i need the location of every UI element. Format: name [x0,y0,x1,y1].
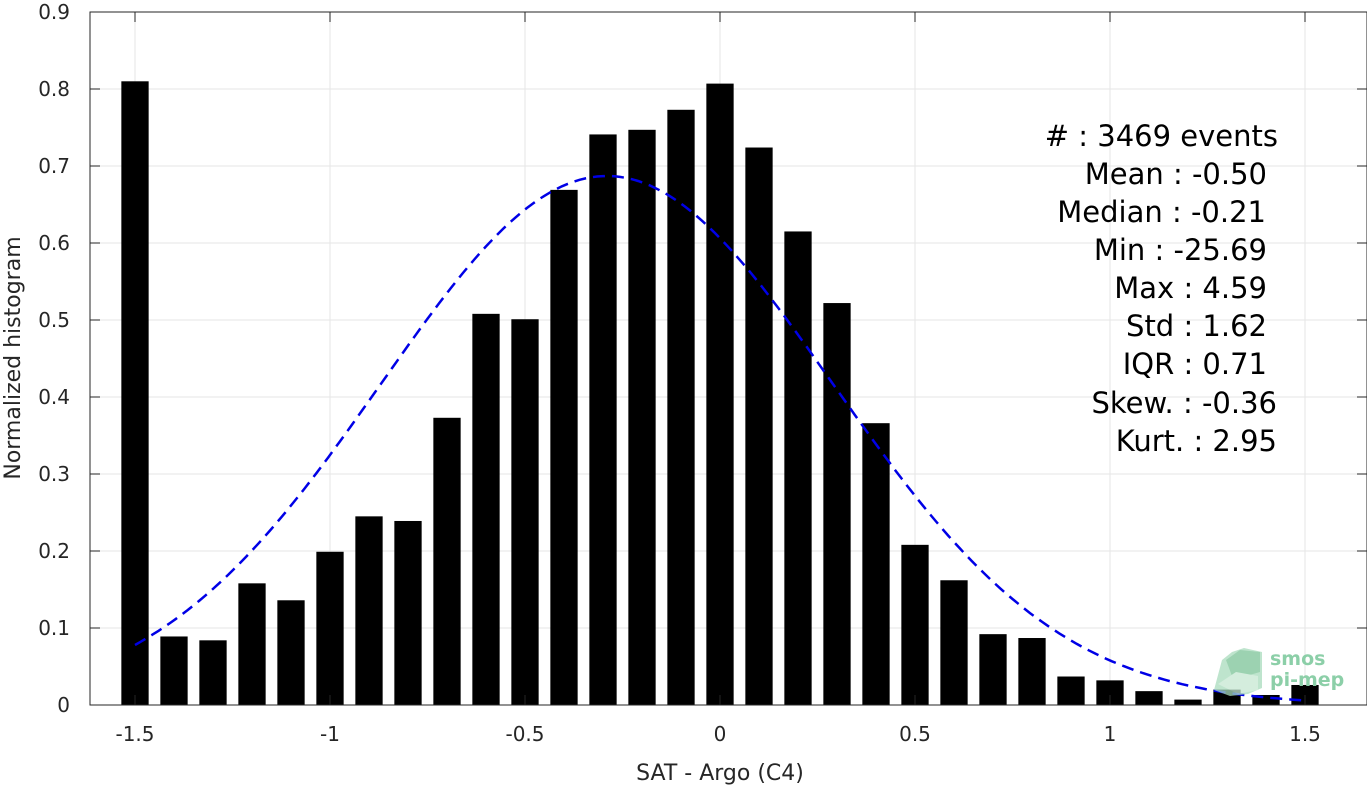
x-tick-label: 0 [714,722,727,746]
x-tick-label: 0.5 [899,722,931,746]
axes-box [89,11,1367,706]
logo-line1: smos [1270,648,1325,670]
stat-line: Mean : -0.50 [1085,157,1267,191]
histogram-bar [1057,676,1085,705]
histogram-bar [706,83,734,706]
y-tick-label: 0.4 [38,385,70,409]
logo-line2: pi-mep [1270,669,1344,691]
bars [121,81,1319,706]
stat-label: Mean [1085,157,1173,191]
y-tick-label: 0.8 [38,77,70,101]
histogram-bar [745,147,773,705]
histogram-bar [979,634,1007,705]
x-tick-label: 1 [1104,722,1117,746]
stat-label: Median [1057,195,1172,229]
histogram-bar [238,583,266,705]
stat-line: Std : 1.62 [1126,309,1267,343]
stat-line: Skew. : -0.36 [1091,386,1277,420]
histogram-bar [355,516,383,705]
histogram-bar [1252,694,1280,705]
y-tick-labels: 0 0.1 0.2 0.3 0.4 0.5 0.6 0.7 0.8 0.9 [38,0,70,717]
stat-label: IQR [1123,347,1184,381]
y-tick-label: 0.2 [38,539,70,563]
histogram-bar [433,417,461,705]
y-tick-label: 0.1 [38,616,70,640]
y-tick-label: 0.3 [38,462,70,486]
histogram-bar [199,640,227,705]
y-tick-label: 0.5 [38,308,70,332]
stat-label: # [1045,119,1079,153]
histogram-bar [940,580,968,705]
stat-value: : -0.50 [1173,157,1267,191]
histogram-bar [667,109,695,706]
stat-label: Kurt. [1116,424,1194,458]
histogram-bar [550,189,578,705]
histogram-bar [277,600,305,705]
stat-value: : 2.95 [1193,424,1277,458]
y-tick-label: 0.7 [38,154,70,178]
stat-label: Max [1114,271,1183,305]
x-axis-label: SAT - Argo (C4) [636,761,804,786]
stat-line: Min : -25.69 [1094,233,1267,267]
histogram-bar [628,129,656,705]
x-tick-label: -0.5 [505,722,544,746]
y-tick-label: 0.9 [38,0,70,24]
ticks [90,11,1367,706]
x-tick-label: -1.5 [115,722,154,746]
stat-label: Std [1126,309,1183,343]
stat-line: Median : -0.21 [1057,195,1266,229]
stat-value: : -25.69 [1155,233,1267,267]
stat-value: : -0.21 [1172,195,1266,229]
histogram-bar [121,81,149,706]
stat-value: : 0.71 [1183,347,1267,381]
y-tick-label: 0 [57,693,70,717]
y-axis-label: Normalized histogram [1,236,26,479]
stat-label: Min [1094,233,1155,267]
histogram-bar [823,303,851,705]
fit-curve [134,174,1306,702]
logo-mountain-icon [1214,648,1262,696]
histogram-bar [901,544,929,705]
stat-value: : 3469 events [1078,119,1278,153]
stat-value: : -0.36 [1183,386,1277,420]
stat-line: IQR : 0.71 [1123,347,1267,381]
histogram-bar [589,134,617,705]
histogram-bar [511,319,539,705]
smos-pimep-logo: smos pi-mep [1214,648,1344,696]
x-tick-label: -1 [320,722,340,746]
stat-label: Skew. [1091,386,1183,420]
histogram-bar [784,231,812,705]
stat-value: : 1.62 [1183,309,1267,343]
histogram-bar [862,423,890,705]
x-tick-labels: -1.5 -1 -0.5 0 0.5 1 1.5 [115,722,1320,746]
stat-line: # : 3469 events [1045,119,1278,153]
histogram-bar [160,636,188,705]
stat-line: Kurt. : 2.95 [1116,424,1277,458]
y-tick-label: 0.6 [38,231,70,255]
histogram-bar [472,313,500,705]
histogram-bar [1174,699,1202,705]
stat-line: Max : 4.59 [1114,271,1267,305]
stat-value: : 4.59 [1183,271,1267,305]
histogram-bar [1135,691,1163,705]
histogram-bar [394,520,422,705]
histogram-bar [1018,638,1046,705]
x-tick-label: 1.5 [1289,722,1321,746]
histogram-bar [316,551,344,705]
